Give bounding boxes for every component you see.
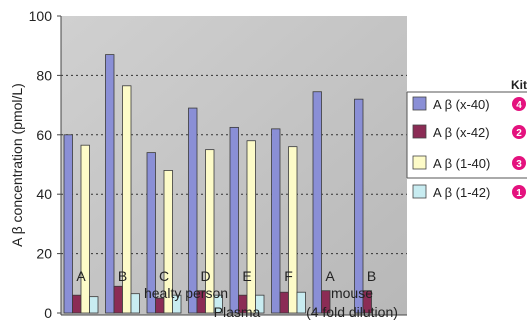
bar-1-1 [63, 134, 73, 314]
legend: A β (x-40) 4 A β (x-42) 2 A β (1-40) 3 A β (1-… [406, 91, 527, 200]
y-tick-label: 0 [44, 305, 52, 321]
bar-2-2 [113, 285, 123, 314]
bar-3-5 [246, 140, 256, 314]
legend-swatch-3 [412, 155, 427, 170]
group-label-dilution: (4 fold dilution) [306, 304, 398, 320]
bar-1-6 [271, 128, 281, 314]
x-tick-label: C [159, 268, 169, 284]
y-tick-label: 100 [29, 8, 53, 24]
legend-swatch-1 [412, 96, 427, 111]
bar-4-5 [255, 294, 265, 314]
x-tick-label: E [242, 268, 251, 284]
legend-label-2: A β (x-42) [433, 125, 490, 140]
bar-4-3 [172, 294, 182, 314]
legend-label-4: A β (1-42) [433, 185, 490, 200]
x-tick-label: F [284, 268, 293, 284]
y-tick-label: 20 [36, 246, 52, 262]
legend-label-3: A β (1-40) [433, 156, 490, 171]
bar-3-1 [80, 144, 90, 314]
bar-3-3 [163, 170, 173, 314]
x-tick-label: D [200, 268, 210, 284]
bar-4-4 [213, 294, 223, 314]
legend-badge-4 [512, 185, 526, 199]
x-tick-label: A [325, 268, 335, 284]
legend-badge-3 [512, 156, 526, 170]
x-tick-label: B [118, 268, 127, 284]
bar-1-7 [312, 91, 322, 314]
bar-1-2 [105, 54, 115, 314]
bar-1-4 [188, 107, 198, 314]
y-tick-label: 40 [36, 186, 52, 202]
legend-badge-2 [512, 125, 526, 139]
bar-2-7 [321, 290, 331, 314]
bar-4-2 [130, 293, 140, 314]
legend-badge-number-4: 1 [516, 188, 522, 199]
legend-badge-number-2: 2 [516, 128, 522, 139]
bar-3-4 [205, 149, 215, 314]
legend-title: Kit [511, 78, 527, 92]
group-label-healthy: healty person [144, 285, 228, 301]
legend-label-1: A β (x-40) [433, 97, 490, 112]
x-tick-label: B [367, 268, 376, 284]
bar-3-6 [288, 146, 298, 314]
legend-badge-number-1: 4 [516, 100, 522, 111]
bar-2-6 [279, 291, 289, 314]
bar-4-1 [89, 296, 99, 314]
legend-swatch-2 [412, 124, 427, 139]
group-label-plasma: Plasma [214, 304, 261, 320]
bar-1-3 [146, 152, 156, 314]
bars [63, 54, 372, 314]
legend-swatch-4 [412, 184, 427, 199]
group-label-mouse: mouse [331, 285, 373, 301]
x-tick-label: A [76, 268, 86, 284]
legend-badge-number-3: 3 [516, 159, 522, 170]
bar-2-1 [72, 294, 82, 314]
y-tick-label: 80 [36, 67, 52, 83]
y-tick-label: 60 [36, 127, 52, 143]
y-axis-title: A β concentration (pmol/L) [9, 83, 25, 247]
bar-4-6 [296, 291, 306, 314]
legend-badge-1 [512, 97, 526, 111]
y-ticks: 0 20 40 60 80 100 [29, 8, 61, 321]
bar-3-2 [122, 85, 132, 314]
bar-2-8 [362, 290, 372, 314]
bar-1-5 [229, 126, 239, 314]
bar-1-8 [354, 98, 364, 314]
